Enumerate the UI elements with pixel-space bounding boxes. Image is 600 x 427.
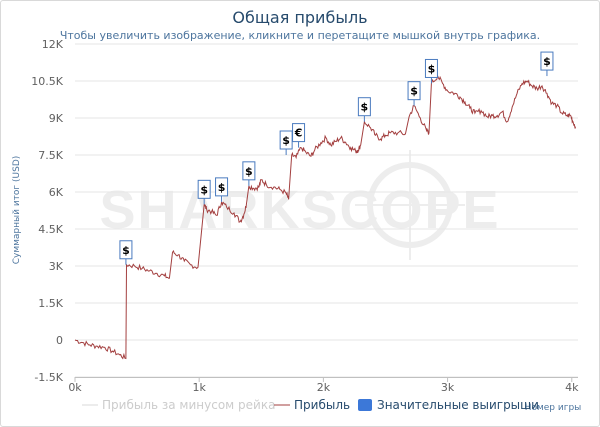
chart-title: Общая прибыль: [232, 8, 368, 27]
win-marker-symbol: $: [282, 134, 290, 147]
y-tick-label: 4.5K: [38, 223, 63, 236]
win-marker[interactable]: $: [540, 51, 554, 77]
y-tick-label: 0: [56, 334, 63, 347]
win-marker-box: [424, 58, 438, 78]
y-tick-label: 10.5K: [31, 75, 63, 88]
win-marker-box: [292, 123, 306, 143]
win-marker-box: [197, 179, 211, 199]
win-marker-box: [215, 177, 229, 197]
x-tick-label: 2k: [317, 381, 331, 394]
win-marker-box: [242, 161, 256, 181]
win-marker-symbol: $: [361, 101, 369, 114]
y-tick-label: 6K: [49, 186, 64, 199]
win-marker-box: [119, 240, 133, 260]
y-tick-label: 3K: [49, 260, 64, 273]
win-marker[interactable]: $: [407, 81, 421, 106]
y-tick-label: -1.5K: [34, 371, 63, 384]
win-marker-box: [357, 97, 371, 117]
win-marker[interactable]: $: [279, 130, 293, 155]
legend-wins-label: Значительные выигрыши: [377, 398, 539, 412]
win-marker-symbol: $: [122, 244, 130, 257]
y-axis-ticks: -1.5K 0 1.5K 3K 4.5K 6K 7.5K 9K 10.5K 12K: [31, 38, 63, 384]
y-tick-label: 1.5K: [38, 297, 63, 310]
y-tick-label: 12K: [42, 38, 64, 51]
win-marker-symbol: $: [245, 165, 253, 178]
win-marker-symbol: $: [543, 55, 551, 68]
significant-wins-markers: $ $ $ $ $ € $ $ $ $: [119, 51, 554, 265]
win-marker[interactable]: $: [357, 97, 371, 122]
legend-rake-label: Прибыль за минусом рейка: [102, 398, 275, 412]
y-axis-label: Суммарный итог (USD): [12, 156, 22, 265]
win-marker[interactable]: €: [292, 123, 306, 148]
legend-profit-label: Прибыль: [294, 398, 350, 412]
x-tick-label: 1k: [193, 381, 207, 394]
x-tick-label: 0k: [68, 381, 82, 394]
win-marker[interactable]: $: [119, 240, 133, 265]
win-marker-box: [407, 81, 421, 101]
win-marker[interactable]: $: [215, 177, 229, 202]
legend-item-wins[interactable]: Значительные выигрыши: [358, 398, 539, 412]
legend-item-rake[interactable]: Прибыль за минусом рейка: [82, 398, 275, 412]
y-tick-label: 9K: [49, 112, 64, 125]
chart-subtitle: Чтобы увеличить изображение, кликните и …: [59, 29, 541, 42]
watermark-text: SHARKSCOPE: [99, 180, 500, 240]
win-marker-symbol: $: [428, 62, 436, 75]
win-marker-symbol: €: [294, 127, 303, 140]
legend-item-profit[interactable]: Прибыль: [274, 398, 350, 412]
win-marker[interactable]: $: [242, 161, 256, 186]
profit-series-line[interactable]: [74, 74, 576, 360]
win-marker[interactable]: $: [424, 58, 438, 84]
y-tick-label: 7.5K: [38, 149, 63, 162]
win-marker-box: [540, 51, 554, 71]
x-axis-label: Номер игры: [525, 403, 582, 413]
watermark-crosshair-icon: [355, 150, 465, 260]
x-tick-label: 4k: [565, 381, 579, 394]
win-marker[interactable]: $: [197, 179, 211, 205]
x-tick-label: 3k: [441, 381, 455, 394]
win-marker-symbol: $: [218, 181, 226, 194]
win-marker-symbol: $: [200, 183, 208, 196]
win-marker-symbol: $: [410, 85, 418, 98]
legend: Прибыль за минусом рейка Прибыль Значите…: [82, 398, 539, 412]
x-axis-ticks: 0k 1k 2k 3k 4k: [68, 377, 579, 394]
